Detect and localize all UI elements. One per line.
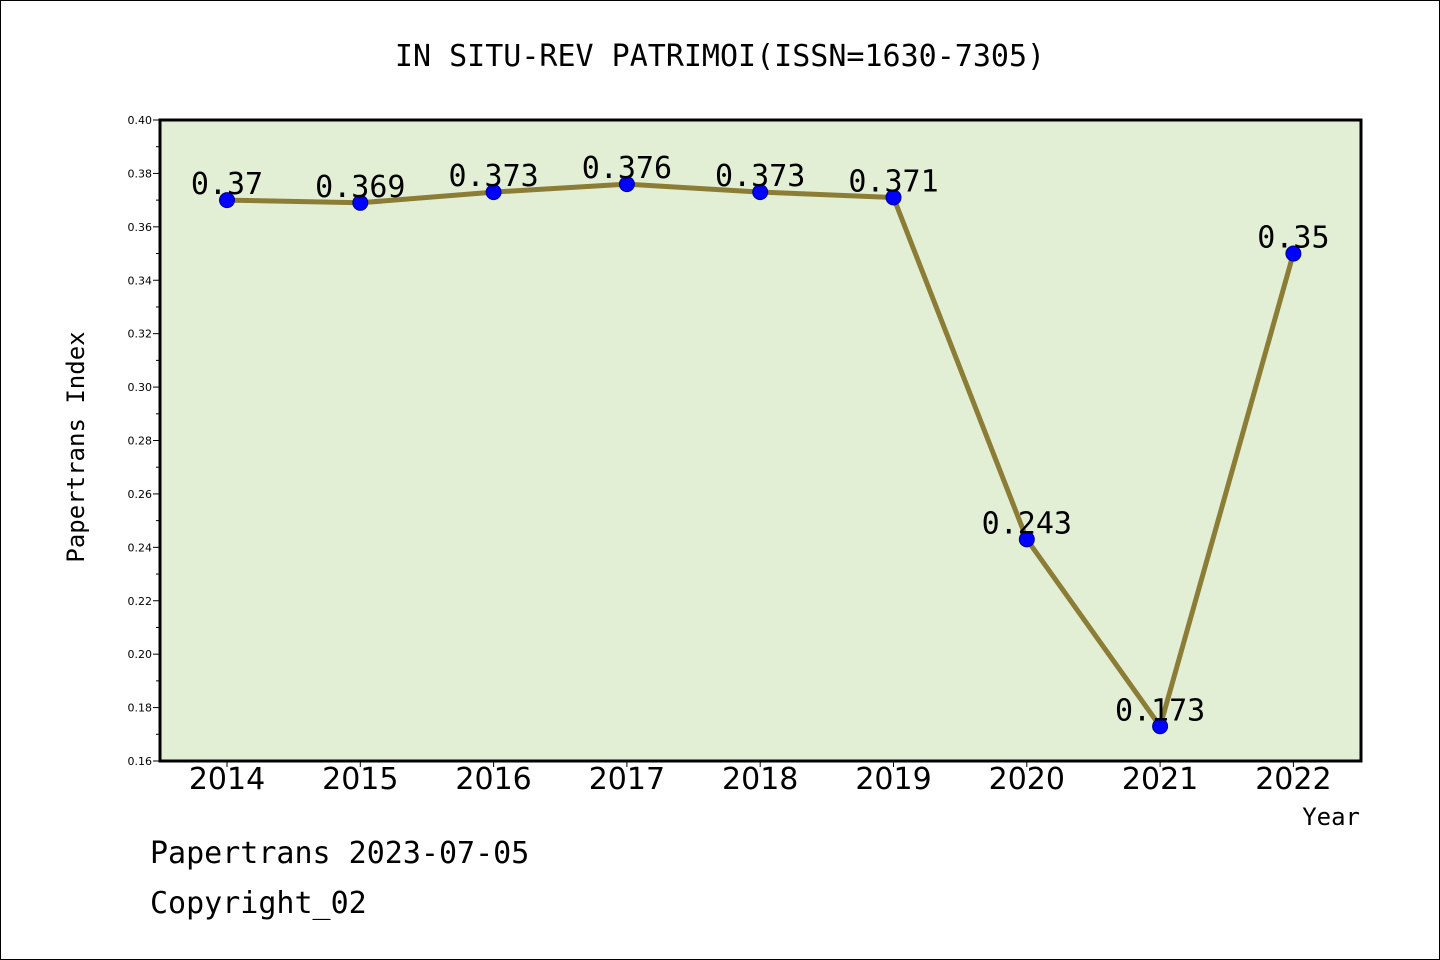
- y-tick-label: 0.28: [128, 435, 153, 448]
- x-tick-label: 2019: [855, 762, 931, 797]
- data-label-2016: 0.373: [448, 159, 538, 194]
- data-point-2021: [1152, 718, 1169, 735]
- x-tick-label: 2020: [989, 762, 1065, 797]
- x-tick-label: 2017: [589, 762, 665, 797]
- data-labels: 0.37 0.369 0.373 0.376 0.373 0.371 0.243 0.173 0…: [191, 151, 1330, 728]
- x-tick-label: 2022: [1255, 762, 1331, 797]
- x-axis: 2014 2015 2016 2017 2018 2019 2020 2021 2022: [189, 761, 1332, 797]
- x-tick-label: 2016: [455, 762, 531, 797]
- data-label-2022: 0.35: [1257, 221, 1329, 256]
- footer-date: Papertrans 2023-07-05: [150, 836, 530, 871]
- y-tick-label: 0.26: [128, 488, 153, 501]
- data-label-2018: 0.373: [715, 159, 805, 194]
- y-tick-label: 0.30: [128, 381, 153, 394]
- y-tick-label: 0.34: [128, 274, 153, 287]
- y-tick-label: 0.18: [128, 702, 153, 715]
- data-point-2019: [885, 189, 902, 206]
- x-tick-label: 2015: [322, 762, 398, 797]
- chart-title: IN SITU-REV PATRIMOI(ISSN=1630-7305): [395, 39, 1045, 74]
- y-tick-label: 0.32: [128, 328, 153, 341]
- data-label-2014: 0.37: [191, 167, 263, 202]
- x-tick-label: 2018: [722, 762, 798, 797]
- data-point-2022: [1285, 245, 1302, 262]
- y-tick-label: 0.22: [128, 595, 153, 608]
- plot-area: [158, 118, 1363, 763]
- y-tick-label: 0.38: [128, 167, 153, 180]
- data-point-2017: [618, 176, 635, 193]
- data-point-2014: [219, 192, 235, 209]
- y-tick-label: 0.24: [128, 541, 153, 554]
- y-tick-label: 0.16: [128, 755, 153, 768]
- y-tick-label: 0.36: [128, 221, 153, 234]
- data-point-2020: [1018, 531, 1035, 548]
- x-axis-title: Year: [1302, 803, 1360, 831]
- data-label-2015: 0.369: [315, 170, 405, 205]
- y-axis: 0.16 0.18 0.20 0.22 0.24 0.26 0.28 0.30 0.32 0.34…: [128, 114, 160, 768]
- footer-copyright: Copyright_02: [150, 886, 367, 921]
- y-tick-label: 0.20: [128, 648, 153, 661]
- y-axis-title: Papertrans Index: [62, 331, 90, 562]
- data-label-2017: 0.376: [582, 151, 672, 186]
- data-markers: [219, 176, 1302, 735]
- x-tick-label: 2021: [1122, 762, 1198, 797]
- y-tick-label: 0.40: [128, 114, 153, 127]
- x-tick-label: 2014: [189, 762, 265, 797]
- data-point-2018: [752, 184, 769, 201]
- data-label-2019: 0.371: [848, 164, 938, 199]
- data-point-2015: [352, 194, 369, 211]
- data-label-2020: 0.243: [982, 506, 1072, 541]
- data-label-2021: 0.173: [1115, 693, 1205, 728]
- data-point-2016: [485, 184, 502, 201]
